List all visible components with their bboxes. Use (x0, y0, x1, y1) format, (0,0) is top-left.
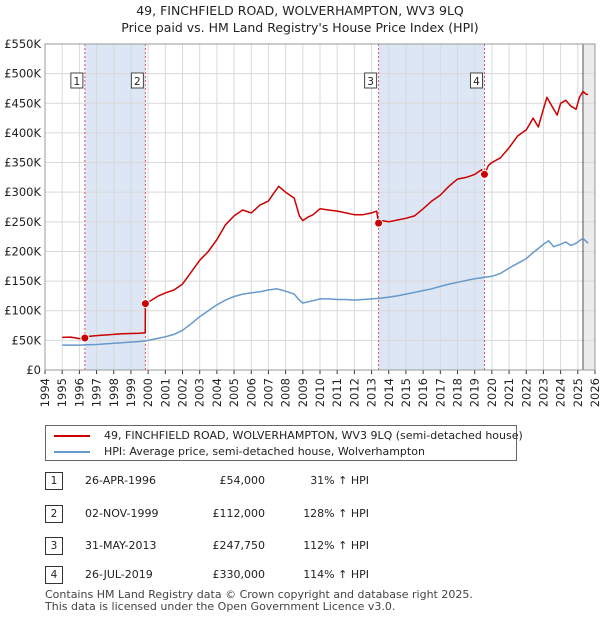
projection-region (582, 44, 595, 370)
sale-price: £247,750 (212, 539, 266, 552)
chart-title: 49, FINCHFIELD ROAD, WOLVERHAMPTON, WV3 … (136, 3, 464, 18)
legend-item-property: 49, FINCHFIELD ROAD, WOLVERHAMPTON, WV3 … (54, 429, 523, 443)
x-tick-label: 1996 (72, 378, 86, 407)
x-tick-label: 2008 (279, 378, 293, 407)
sale-number: 1 (45, 472, 63, 490)
sale-price: £54,000 (219, 474, 266, 487)
y-tick-label: £400K (4, 126, 41, 140)
sale-price: £330,000 (212, 568, 266, 581)
x-tick-label: 1998 (107, 378, 121, 407)
x-tick-label: 2019 (468, 378, 482, 407)
legend-swatch-hpi (54, 451, 90, 453)
footer-copyright: Contains HM Land Registry data © Crown c… (45, 588, 473, 601)
plot-frame (44, 43, 596, 371)
sale-date: 31-MAY-2013 (85, 539, 157, 552)
x-tick-label: 2006 (244, 378, 258, 407)
sale-date: 26-JUL-2019 (85, 568, 153, 581)
sale-date: 02-NOV-1999 (85, 507, 159, 520)
shaded-period (84, 44, 146, 370)
sale-number: 4 (45, 566, 63, 584)
hpi-line (62, 237, 589, 346)
legend-swatch-property (54, 435, 90, 437)
shaded-period (378, 44, 485, 370)
x-tick-label: 2026 (588, 378, 600, 407)
x-tick-label: 2004 (210, 378, 224, 407)
footer: Contains HM Land Registry data © Crown c… (45, 589, 473, 613)
x-tick-label: 2010 (313, 378, 327, 407)
x-tick-label: 2012 (347, 378, 361, 407)
sale-row: 3 31-MAY-2013 £247,750 112% ↑ HPI (45, 537, 445, 555)
legend-label-property: 49, FINCHFIELD ROAD, WOLVERHAMPTON, WV3 … (104, 429, 523, 442)
sale-label: 4 (473, 76, 480, 88)
x-tick-label: 2005 (227, 378, 241, 407)
sale-hpi-change: 128% ↑ HPI (303, 507, 369, 520)
sale-date: 26-APR-1996 (85, 474, 157, 487)
sale-number: 2 (45, 505, 63, 523)
footer-licence: This data is licensed under the Open Gov… (45, 600, 396, 613)
y-tick-label: £550K (4, 37, 41, 51)
property-price-line (62, 90, 589, 340)
y-tick-label: £350K (4, 156, 41, 170)
y-tick-label: £300K (4, 185, 41, 199)
sale-label: 2 (134, 76, 141, 88)
x-tick-label: 1995 (55, 378, 69, 407)
legend-item-hpi: HPI: Average price, semi-detached house,… (54, 445, 425, 459)
legend-label-hpi: HPI: Average price, semi-detached house,… (104, 445, 425, 458)
chart-title-block: 49, FINCHFIELD ROAD, WOLVERHAMPTON, WV3 … (0, 2, 600, 36)
x-tick-label: 2007 (261, 378, 275, 407)
x-tick-label: 2015 (399, 378, 413, 407)
y-tick-label: £500K (4, 67, 41, 81)
x-tick-label: 2002 (176, 378, 190, 407)
x-tick-label: 2024 (554, 378, 568, 407)
x-tick-label: 2013 (365, 378, 379, 407)
y-tick-label: £0 (26, 363, 41, 377)
y-tick-label: £100K (4, 304, 41, 318)
x-tick-label: 2016 (416, 378, 430, 407)
chart-subtitle: Price paid vs. HM Land Registry's House … (121, 20, 479, 35)
sale-point (80, 333, 90, 343)
sale-row: 1 26-APR-1996 £54,000 31% ↑ HPI (45, 472, 445, 490)
x-tick-label: 2017 (433, 378, 447, 407)
sale-point (479, 169, 489, 179)
x-tick-label: 2003 (193, 378, 207, 407)
sale-hpi-change: 114% ↑ HPI (303, 568, 369, 581)
x-tick-label: 2001 (158, 378, 172, 407)
y-tick-label: £250K (4, 215, 41, 229)
x-tick-label: 2000 (141, 378, 155, 407)
sale-label: 1 (74, 76, 81, 88)
x-tick-label: 2011 (330, 378, 344, 407)
sale-label-box (469, 72, 483, 89)
x-tick-label: 1999 (124, 378, 138, 407)
sale-row: 2 02-NOV-1999 £112,000 128% ↑ HPI (45, 505, 445, 523)
price-chart: 1 2 3 4 £0 £50K £100K £150K £200K £250K £300K £350… (4, 37, 600, 407)
x-tick-label: 1994 (38, 378, 52, 407)
sale-label-box (130, 72, 144, 89)
y-tick-label: £450K (4, 96, 41, 110)
sale-hpi-change: 31% ↑ HPI (310, 474, 369, 487)
x-tick-label: 2022 (519, 378, 533, 407)
sale-label-box (70, 72, 84, 89)
x-tick-label: 2025 (571, 378, 585, 407)
sale-number: 3 (45, 537, 63, 555)
sale-point (374, 218, 384, 228)
x-tick-label: 2014 (382, 378, 396, 407)
x-tick-label: 1997 (90, 378, 104, 407)
y-tick-label: £150K (4, 274, 41, 288)
x-tick-label: 2021 (502, 378, 516, 407)
sale-price: £112,000 (212, 507, 266, 520)
x-tick-label: 2023 (536, 378, 550, 407)
chart-legend: 49, FINCHFIELD ROAD, WOLVERHAMPTON, WV3 … (45, 425, 523, 461)
sale-hpi-change: 112% ↑ HPI (303, 539, 369, 552)
sale-row: 4 26-JUL-2019 £330,000 114% ↑ HPI (45, 566, 445, 584)
x-tick-label: 2009 (296, 378, 310, 407)
y-tick-label: £50K (12, 333, 42, 347)
sale-point (140, 299, 150, 309)
sale-label-box (364, 72, 378, 89)
sale-label: 3 (367, 76, 374, 88)
x-tick-label: 2020 (485, 378, 499, 407)
x-tick-label: 2018 (451, 378, 465, 407)
y-tick-label: £200K (4, 244, 41, 258)
